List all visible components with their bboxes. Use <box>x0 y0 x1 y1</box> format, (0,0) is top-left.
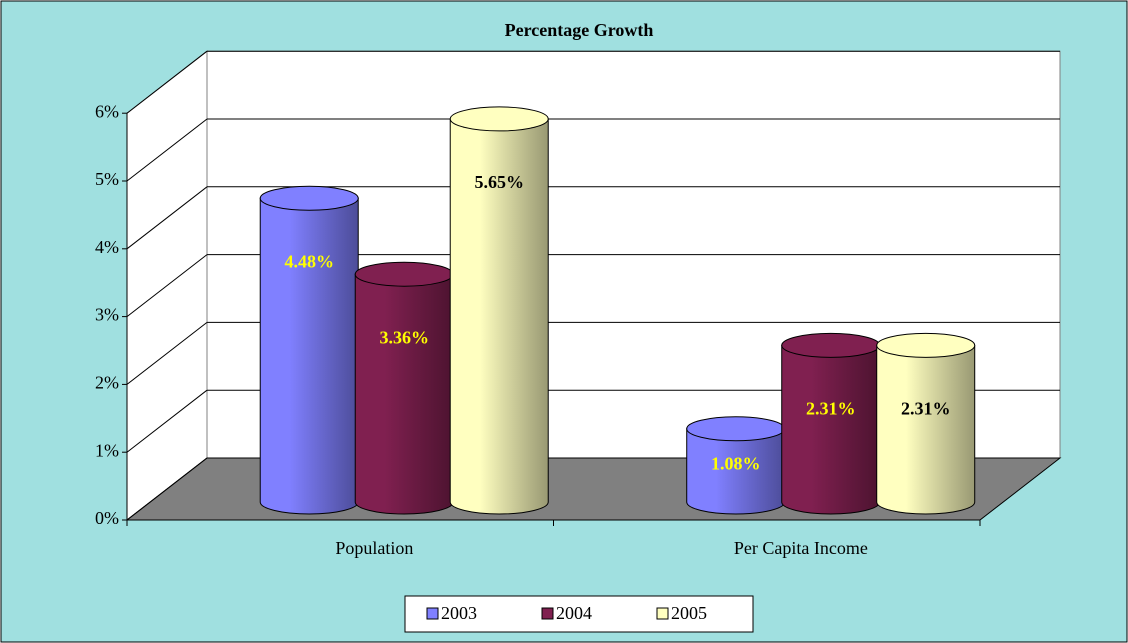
y-tick-label: 6% <box>95 101 119 121</box>
data-label: 5.65% <box>474 172 524 192</box>
y-tick-label: 1% <box>95 440 119 460</box>
bar-top <box>449 106 549 132</box>
bar-top <box>354 261 454 287</box>
bar <box>259 185 359 515</box>
bar <box>686 416 786 515</box>
legend-label: 2003 <box>441 603 477 623</box>
legend-label: 2005 <box>671 603 707 623</box>
grid-line <box>126 186 208 250</box>
bar <box>354 261 454 515</box>
bar <box>781 332 881 515</box>
x-tick-label: Per Capita Income <box>734 538 868 558</box>
bar-top <box>781 332 881 358</box>
bar <box>876 332 976 515</box>
bar <box>354 273 454 515</box>
bar <box>449 106 549 515</box>
y-tick-label: 0% <box>95 508 119 528</box>
grid-line <box>126 50 208 114</box>
grid-line <box>126 389 208 453</box>
bar-top <box>876 332 976 358</box>
legend-swatch <box>541 607 554 620</box>
y-tick-label: 5% <box>95 169 119 189</box>
chart-title: Percentage Growth <box>505 20 654 40</box>
legend <box>404 595 754 633</box>
x-tick-label: Population <box>335 538 413 558</box>
bar <box>781 344 881 515</box>
bar-top <box>686 416 786 442</box>
grid-line <box>126 118 208 182</box>
y-tick-label: 2% <box>95 373 119 393</box>
legend-label: 2004 <box>556 603 592 623</box>
y-tick-label: 4% <box>95 237 119 257</box>
data-label: 2.31% <box>806 399 856 419</box>
data-label: 4.48% <box>284 251 334 271</box>
data-label: 1.08% <box>711 454 761 474</box>
data-label: 2.31% <box>901 399 951 419</box>
grid-line <box>126 457 208 521</box>
legend-swatch <box>426 607 439 620</box>
grid-line <box>126 322 208 385</box>
legend-swatch <box>656 607 669 620</box>
data-label: 3.36% <box>379 327 429 347</box>
bar <box>449 118 549 515</box>
bar-top <box>259 185 359 211</box>
y-tick-label: 3% <box>95 305 119 325</box>
bar <box>259 197 359 515</box>
grid-line <box>126 254 208 317</box>
bar <box>876 344 976 515</box>
